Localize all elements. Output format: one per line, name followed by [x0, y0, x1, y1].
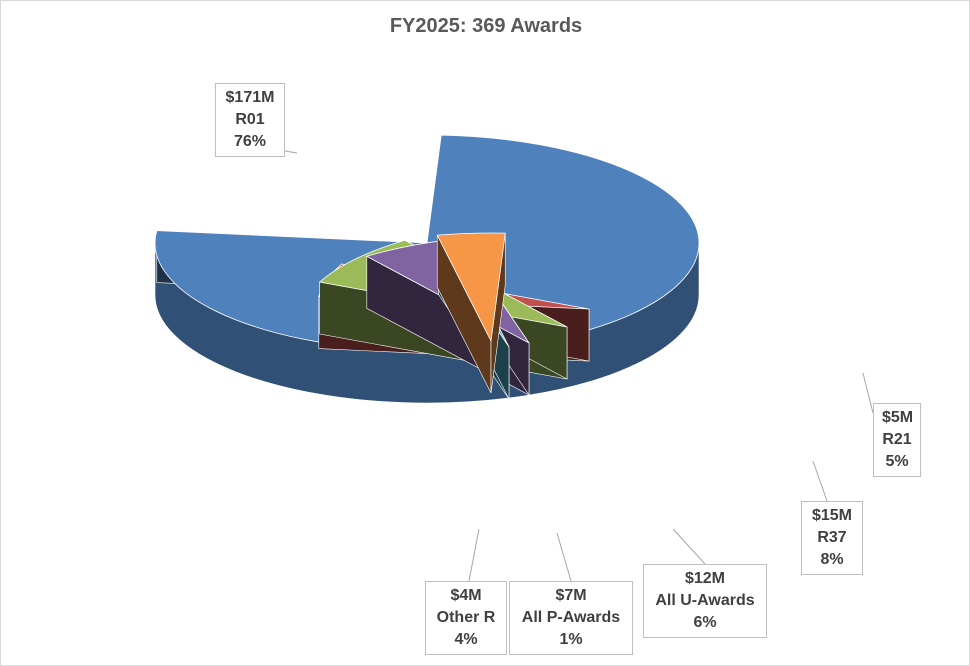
data-label-r21: $5M R21 5%: [873, 403, 921, 477]
data-label-amount: $171M: [225, 89, 275, 106]
data-label-other-r: $4M Other R 4%: [425, 581, 507, 655]
leader-line-other-r: [468, 528, 480, 582]
data-label-name: R21: [882, 431, 912, 448]
leader-line-all-u-awards: [672, 528, 706, 565]
slice-other-r: [436, 232, 506, 394]
data-label-amount: $7M: [555, 587, 587, 604]
data-label-percent: 5%: [885, 453, 909, 470]
leader-line-r01: [284, 150, 298, 154]
leader-lines: [284, 150, 874, 582]
chart-title: FY2025: 369 Awards: [389, 15, 583, 37]
leader-line-r21: [862, 372, 874, 414]
data-label-name: R01: [235, 111, 265, 128]
data-label-all-u-awards: $12M All U-Awards 6%: [643, 564, 767, 638]
data-label-name: Other R: [436, 609, 496, 626]
data-label-r01: $171M R01 76%: [215, 83, 285, 157]
data-label-r37: $15M R37 8%: [801, 501, 863, 575]
pie-slices: [154, 134, 700, 404]
data-label-percent: 8%: [820, 551, 844, 568]
data-label-name: All P-Awards: [521, 609, 621, 626]
data-label-percent: 1%: [559, 631, 583, 648]
data-label-percent: 6%: [693, 614, 717, 631]
data-label-percent: 76%: [233, 133, 267, 150]
leader-line-all-p-awards: [556, 532, 572, 582]
slice-top-other-r: [436, 232, 506, 343]
data-label-amount: $12M: [684, 570, 726, 587]
leader-line-r37: [812, 460, 828, 502]
data-label-percent: 4%: [454, 631, 478, 648]
data-label-amount: $15M: [811, 507, 853, 524]
data-label-name: R37: [817, 529, 847, 546]
data-label-name: All U-Awards: [655, 592, 755, 609]
data-label-amount: $4M: [450, 587, 482, 604]
data-label-all-p-awards: $7M All P-Awards 1%: [509, 581, 633, 655]
data-label-amount: $5M: [882, 409, 914, 426]
